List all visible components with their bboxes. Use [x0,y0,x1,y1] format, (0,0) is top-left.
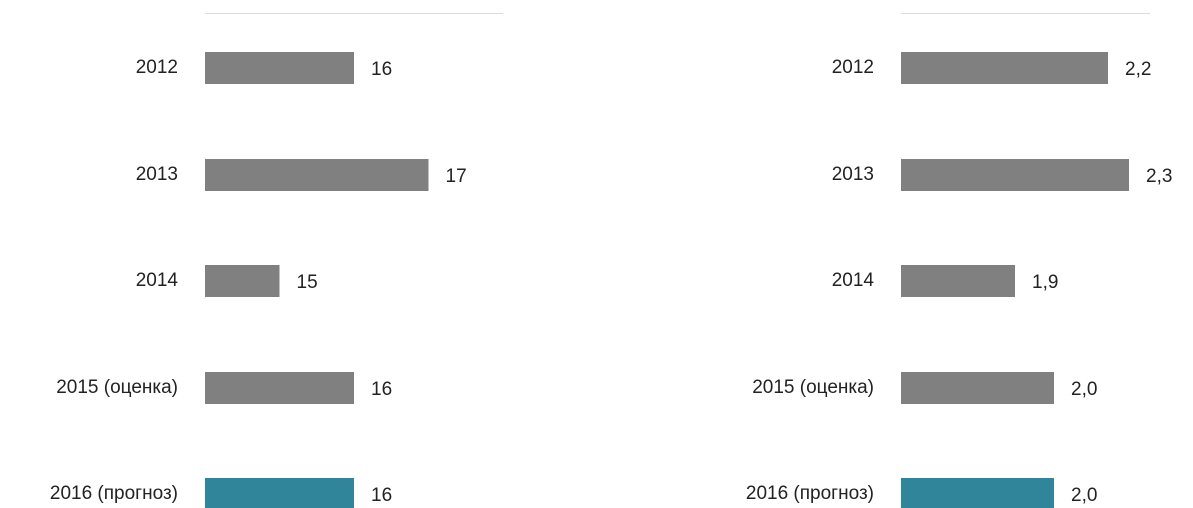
category-label: 2016 (прогноз) [50,483,178,504]
category-label: 2014 [832,270,875,291]
category-label: 2015 (оценка) [56,377,178,398]
category-label: 2013 [136,164,178,185]
bar [901,478,1054,508]
bar [205,159,429,191]
value-label: 16 [371,59,392,80]
value-label: 2,0 [1071,485,1097,506]
bar [205,265,280,297]
bar [901,372,1054,404]
bar [901,52,1108,84]
category-label: 2012 [136,57,178,78]
value-label: 2,0 [1071,379,1097,400]
value-label: 16 [371,379,392,400]
bar [205,372,354,404]
category-label: 2013 [832,164,874,185]
bar [205,52,354,84]
value-label: 1,9 [1032,272,1058,293]
category-label: 2015 (оценка) [752,377,874,398]
value-label: 2,2 [1125,59,1151,80]
bar [901,159,1129,191]
category-label: 2012 [832,57,874,78]
bar [205,478,354,508]
category-label: 2016 (прогноз) [746,483,874,504]
value-label: 17 [446,166,467,187]
value-label: 16 [371,485,392,506]
value-label: 15 [297,272,318,293]
value-label: 2,3 [1146,166,1172,187]
bar [901,265,1015,297]
category-label: 2014 [136,270,179,291]
